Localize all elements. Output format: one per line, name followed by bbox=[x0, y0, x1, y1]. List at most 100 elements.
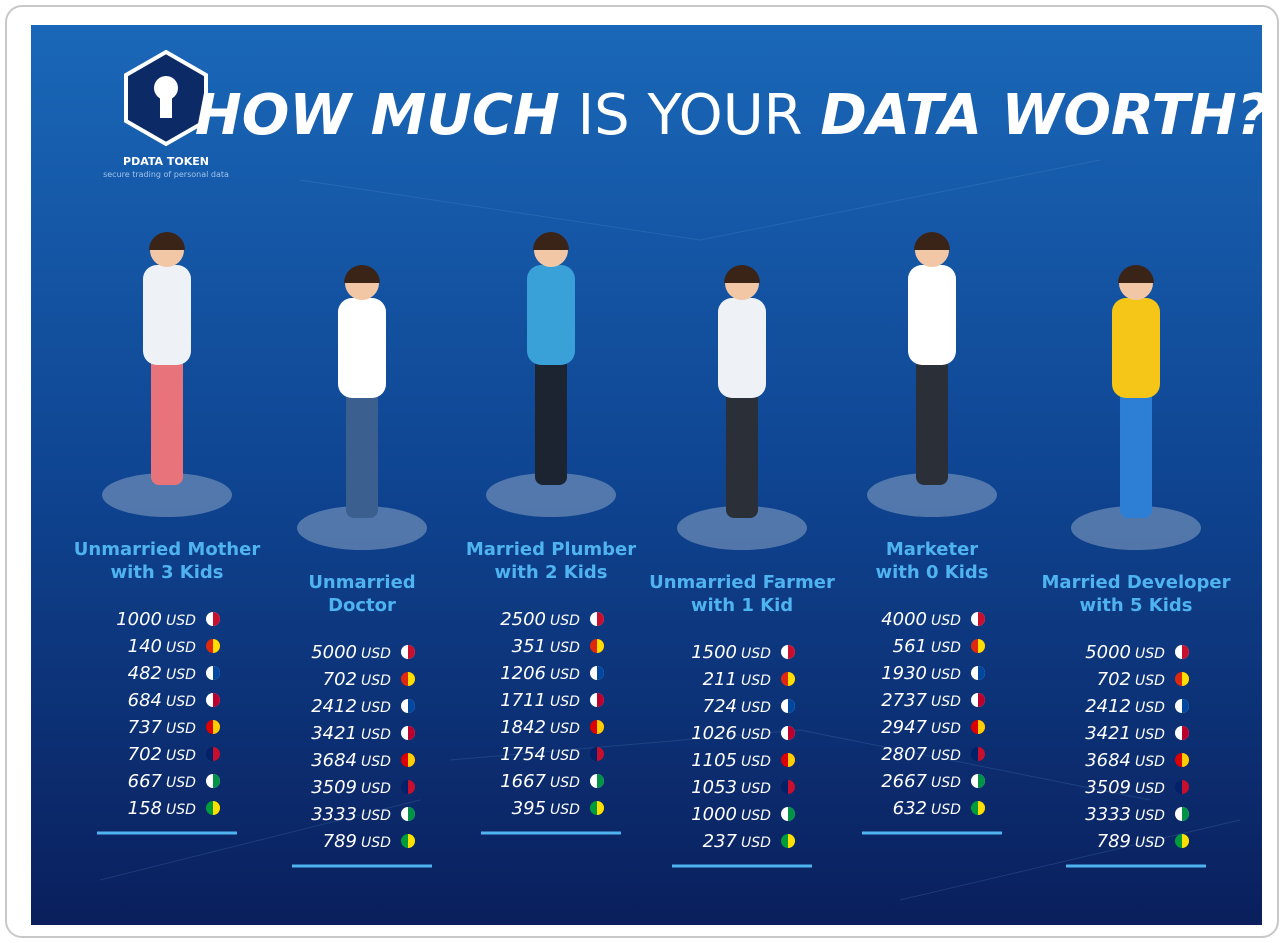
currency: USD bbox=[931, 775, 961, 791]
value: 1842 bbox=[500, 717, 546, 738]
value: 1053 bbox=[691, 777, 737, 798]
currency: USD bbox=[361, 835, 391, 851]
currency: USD bbox=[1135, 673, 1165, 689]
currency: USD bbox=[1135, 835, 1165, 851]
value: 3684 bbox=[311, 750, 357, 771]
value: 789 bbox=[1097, 831, 1131, 852]
value: 1000 bbox=[116, 609, 162, 630]
value: 737 bbox=[128, 717, 163, 738]
figure-legs bbox=[151, 355, 183, 485]
value: 561 bbox=[893, 636, 927, 657]
column-label: Unmarried Mother bbox=[74, 539, 261, 560]
page: PDATA TOKEN secure trading of personal d… bbox=[0, 0, 1284, 943]
currency: USD bbox=[166, 694, 196, 710]
value: 237 bbox=[703, 831, 738, 852]
column-label: with 5 Kids bbox=[1080, 595, 1193, 616]
figure-torso bbox=[527, 265, 575, 365]
column-label: Unmarried Farmer bbox=[649, 572, 835, 593]
value: 3333 bbox=[311, 804, 357, 825]
currency: USD bbox=[931, 613, 961, 629]
currency: USD bbox=[166, 802, 196, 818]
value: 789 bbox=[323, 831, 357, 852]
currency: USD bbox=[1135, 646, 1165, 662]
currency: USD bbox=[741, 673, 771, 689]
column-label: with 2 Kids bbox=[495, 562, 608, 583]
currency: USD bbox=[741, 700, 771, 716]
currency: USD bbox=[361, 754, 391, 770]
value: 724 bbox=[703, 696, 737, 717]
currency: USD bbox=[1135, 808, 1165, 824]
value: 3509 bbox=[1085, 777, 1131, 798]
value: 3421 bbox=[1085, 723, 1131, 744]
value: 351 bbox=[512, 636, 546, 657]
value: 4000 bbox=[881, 609, 927, 630]
currency: USD bbox=[931, 667, 961, 683]
currency: USD bbox=[550, 721, 580, 737]
value: 1000 bbox=[691, 804, 737, 825]
figure-torso bbox=[1112, 298, 1160, 398]
currency: USD bbox=[741, 835, 771, 851]
column-label: Unmarried bbox=[308, 572, 415, 593]
column-label: Doctor bbox=[328, 595, 396, 616]
currency: USD bbox=[166, 748, 196, 764]
title-part: DATA WORTH? bbox=[820, 83, 1269, 148]
column-label: Married Developer bbox=[1042, 572, 1231, 593]
value: 3684 bbox=[1085, 750, 1131, 771]
currency: USD bbox=[550, 775, 580, 791]
currency: USD bbox=[550, 667, 580, 683]
currency: USD bbox=[931, 748, 961, 764]
currency: USD bbox=[361, 700, 391, 716]
value: 1206 bbox=[500, 663, 546, 684]
currency: USD bbox=[1135, 727, 1165, 743]
currency: USD bbox=[1135, 700, 1165, 716]
column-label: with 3 Kids bbox=[111, 562, 224, 583]
value: 3333 bbox=[1085, 804, 1131, 825]
currency: USD bbox=[361, 727, 391, 743]
value: 5000 bbox=[1085, 642, 1131, 663]
currency: USD bbox=[931, 721, 961, 737]
currency: USD bbox=[361, 646, 391, 662]
figure-torso bbox=[908, 265, 956, 365]
logo-tagline: secure trading of personal data bbox=[103, 170, 229, 179]
figure-torso bbox=[143, 265, 191, 365]
value: 3421 bbox=[311, 723, 357, 744]
title-part: HOW MUCH bbox=[195, 83, 560, 148]
currency: USD bbox=[550, 802, 580, 818]
value: 2412 bbox=[1085, 696, 1131, 717]
currency: USD bbox=[550, 694, 580, 710]
figure-torso bbox=[338, 298, 386, 398]
currency: USD bbox=[166, 613, 196, 629]
value: 1754 bbox=[500, 744, 546, 765]
currency: USD bbox=[166, 721, 196, 737]
value: 211 bbox=[703, 669, 737, 690]
value: 2412 bbox=[311, 696, 357, 717]
value: 1026 bbox=[691, 723, 737, 744]
figure-torso bbox=[718, 298, 766, 398]
title: HOW MUCH IS YOUR DATA WORTH? bbox=[195, 83, 1269, 148]
value: 1930 bbox=[881, 663, 927, 684]
currency: USD bbox=[166, 640, 196, 656]
currency: USD bbox=[741, 808, 771, 824]
column-label: Married Plumber bbox=[466, 539, 636, 560]
currency: USD bbox=[550, 748, 580, 764]
currency: USD bbox=[166, 775, 196, 791]
value: 158 bbox=[128, 798, 162, 819]
value: 1500 bbox=[691, 642, 737, 663]
figure-legs bbox=[916, 355, 948, 485]
currency: USD bbox=[550, 613, 580, 629]
currency: USD bbox=[361, 781, 391, 797]
value: 2737 bbox=[881, 690, 927, 711]
value: 2807 bbox=[881, 744, 927, 765]
currency: USD bbox=[931, 694, 961, 710]
figure-legs bbox=[1120, 388, 1152, 518]
currency: USD bbox=[550, 640, 580, 656]
value: 702 bbox=[1097, 669, 1131, 690]
value: 482 bbox=[128, 663, 162, 684]
value: 702 bbox=[128, 744, 162, 765]
currency: USD bbox=[741, 646, 771, 662]
value: 2500 bbox=[500, 609, 546, 630]
figure-legs bbox=[726, 388, 758, 518]
value: 5000 bbox=[311, 642, 357, 663]
value: 1105 bbox=[691, 750, 737, 771]
title-part: IS YOUR bbox=[578, 83, 803, 148]
